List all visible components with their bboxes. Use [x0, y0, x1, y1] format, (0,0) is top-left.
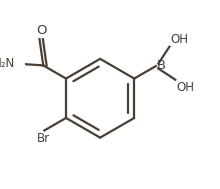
Text: OH: OH	[176, 81, 194, 94]
Text: H₂N: H₂N	[0, 57, 15, 70]
Text: B: B	[157, 59, 166, 72]
Text: O: O	[36, 24, 46, 37]
Text: Br: Br	[37, 132, 50, 145]
Text: OH: OH	[170, 33, 188, 46]
